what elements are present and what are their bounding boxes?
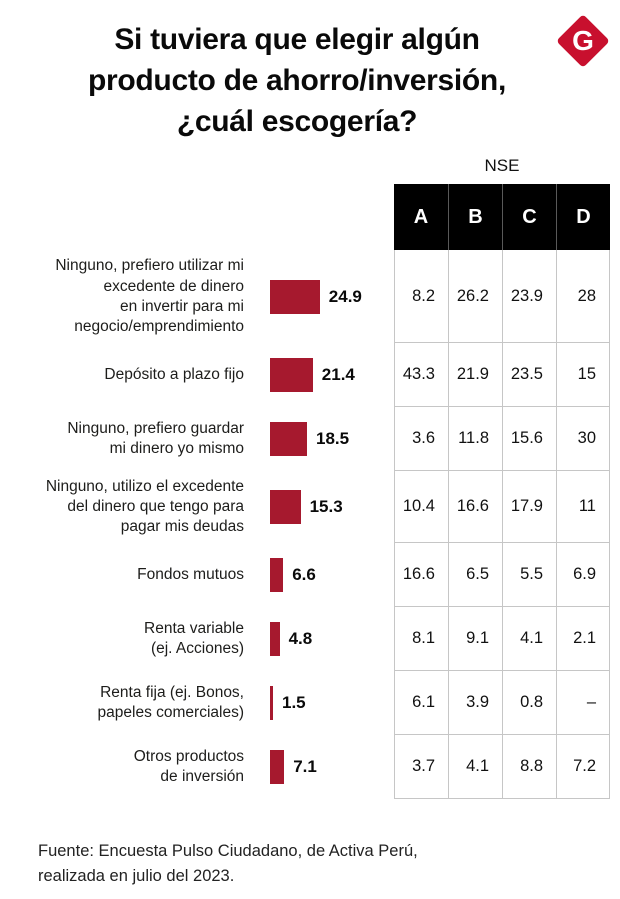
- bar-cell: 4.8: [258, 607, 394, 671]
- page-title: Si tuviera que elegir algún producto de …: [87, 23, 506, 138]
- bar-cell: 18.5: [258, 407, 394, 471]
- gestion-logo-letter: G: [572, 25, 594, 56]
- table-cell-nse-a: 16.6: [394, 543, 448, 608]
- bar-value-label: 4.8: [288, 629, 313, 649]
- bar-cell: 15.3: [258, 471, 394, 543]
- bar-chart-with-nse-table: A B C D Ninguno, prefiero utilizar mi excede…: [10, 184, 610, 800]
- bar: [270, 357, 313, 392]
- bar-cell: 24.9: [258, 250, 394, 343]
- bar-value-label: 15.3: [309, 497, 343, 517]
- table-cell-nse-c: 5.5: [502, 543, 556, 608]
- table-cell-nse-b: 26.2: [448, 250, 502, 343]
- bar: [270, 622, 280, 657]
- table-cell-nse-d: 30: [556, 406, 610, 471]
- table-cell-nse-b: 6.5: [448, 543, 502, 608]
- bar: [270, 750, 285, 785]
- category-label: Ninguno, utilizo el excedente del dinero…: [45, 477, 244, 536]
- table-cell-nse-a: 10.4: [394, 470, 448, 544]
- table-cell-nse-a: 43.3: [394, 342, 448, 407]
- table-cell-nse-b: 3.9: [448, 671, 502, 736]
- category-label: Renta variable (ej. Acciones): [144, 620, 244, 658]
- table-cell-nse-a: 3.7: [394, 735, 448, 800]
- table-cell-nse-b: 16.6: [448, 470, 502, 544]
- category-label: Ninguno, prefiero guardar mi dinero yo m…: [67, 419, 244, 457]
- bar-value-label: 6.6: [292, 565, 316, 585]
- category-label: Fondos mutuos: [137, 566, 244, 584]
- bar: [270, 279, 320, 314]
- table-cell-nse-d: 2.1: [556, 607, 610, 672]
- bar-value-label: 21.4: [321, 364, 355, 384]
- table-cell-nse-d: 15: [556, 342, 610, 407]
- table-cell-nse-c: 17.9: [502, 470, 556, 544]
- table-cell-nse-c: 23.9: [502, 250, 556, 343]
- table-cell-nse-c: 8.8: [502, 735, 556, 800]
- table-cell-nse-b: 4.1: [448, 735, 502, 800]
- bar-value-label: 24.9: [328, 286, 362, 306]
- category-label: Renta fija (ej. Bonos, papeles comercial…: [97, 684, 244, 722]
- table-cell-nse-c: 4.1: [502, 607, 556, 672]
- bar-cell: 1.5: [258, 671, 394, 735]
- table-cell-nse-b: 9.1: [448, 607, 502, 672]
- table-cell-nse-d: –: [556, 671, 610, 736]
- bar: [270, 686, 273, 721]
- bar-cell: 7.1: [258, 735, 394, 799]
- table-column-header-a: A: [394, 184, 448, 251]
- bar-value-label: 1.5: [282, 693, 306, 713]
- table-cell-nse-c: 15.6: [502, 406, 556, 471]
- table-cell-nse-b: 21.9: [448, 342, 502, 407]
- bar: [270, 558, 284, 593]
- gestion-logo: G: [554, 12, 612, 70]
- bar: [270, 490, 301, 525]
- bar-value-label: 7.1: [293, 757, 317, 777]
- table-cell-nse-d: 11: [556, 470, 610, 544]
- bar-value-label: 18.5: [316, 428, 350, 448]
- table-cell-nse-d: 6.9: [556, 543, 610, 608]
- category-label: Otros productos de inversión: [133, 748, 244, 786]
- table-cell-nse-c: 0.8: [502, 671, 556, 736]
- bar-cell: 21.4: [258, 343, 394, 407]
- table-cell-nse-a: 3.6: [394, 406, 448, 471]
- table-cell-nse-d: 28: [556, 250, 610, 343]
- bar: [270, 421, 307, 456]
- table-cell-nse-d: 7.2: [556, 735, 610, 800]
- table-cell-nse-c: 23.5: [502, 342, 556, 407]
- source-note: Fuente: Encuesta Pulso Ciudadano, de Act…: [38, 842, 418, 886]
- nse-group-label: NSE: [484, 156, 520, 176]
- category-label: Depósito a plazo fijo: [104, 365, 244, 383]
- table-cell-nse-a: 8.2: [394, 250, 448, 343]
- bar-cell: 6.6: [258, 543, 394, 607]
- table-cell-nse-a: 8.1: [394, 607, 448, 672]
- table-column-header-b: B: [448, 184, 502, 251]
- table-cell-nse-b: 11.8: [448, 406, 502, 471]
- table-column-header-c: C: [502, 184, 556, 251]
- table-cell-nse-a: 6.1: [394, 671, 448, 736]
- table-header-spacer: [10, 184, 394, 250]
- table-column-header-d: D: [556, 184, 610, 251]
- category-label: Ninguno, prefiero utilizar mi excedente …: [55, 257, 244, 335]
